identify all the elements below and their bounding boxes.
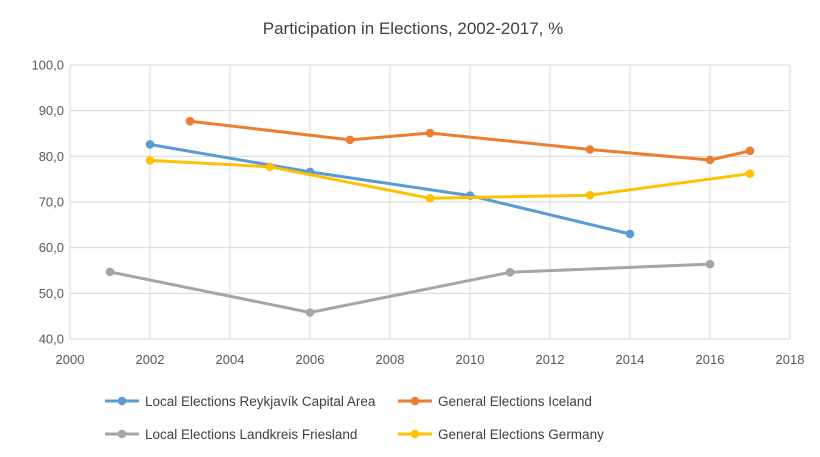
series-group	[105, 116, 755, 317]
data-point	[425, 128, 435, 138]
series-2	[185, 116, 755, 165]
series-line	[108, 262, 712, 314]
legend-item: Local Elections Landkreis Friesland	[105, 427, 357, 442]
legend-item: General Elections Iceland	[398, 394, 592, 409]
x-tick-label: 2004	[216, 352, 245, 367]
y-tick-label: 40,0	[39, 332, 64, 347]
x-tick-label: 2014	[616, 352, 645, 367]
data-point	[585, 145, 595, 154]
y-tick-label: 80,0	[39, 149, 64, 164]
series-3	[105, 259, 715, 317]
data-point	[185, 116, 195, 126]
legend-label: Local Elections Reykjavík Capital Area	[145, 394, 376, 409]
data-point	[145, 140, 155, 149]
y-tick-label: 100,0	[31, 58, 64, 73]
legend-swatch-marker	[117, 396, 127, 406]
grid	[69, 64, 791, 340]
axes: 40,0 50,0 60,0 70,0 80,0 90,0 100,0 2000 2002 200…	[31, 58, 804, 368]
data-point	[505, 268, 515, 277]
legend-item: General Elections Germany	[398, 427, 604, 442]
data-point	[705, 155, 715, 165]
legend-swatch-marker	[117, 429, 127, 439]
x-tick-label: 2002	[136, 352, 165, 367]
y-tick-label: 90,0	[39, 103, 64, 118]
y-tick-label: 50,0	[39, 286, 64, 301]
data-point	[265, 162, 275, 172]
x-tick-label: 2010	[456, 352, 485, 367]
x-tick-label: 2008	[376, 352, 405, 367]
data-point	[145, 156, 155, 165]
data-point	[625, 229, 635, 239]
series-line	[188, 119, 752, 162]
series-line	[148, 143, 632, 236]
x-tick-label: 2016	[696, 352, 725, 367]
legend-swatch-marker	[410, 429, 420, 439]
legend-item: Local Elections Reykjavík Capital Area	[105, 394, 376, 409]
data-point	[745, 169, 755, 178]
data-point	[585, 190, 595, 200]
data-point	[305, 308, 315, 317]
data-point	[345, 135, 355, 145]
legend-label: Local Elections Landkreis Friesland	[145, 427, 357, 442]
x-tick-label: 2006	[296, 352, 325, 367]
data-point	[705, 259, 715, 269]
legend: Local Elections Reykjavík Capital Area Ge…	[105, 394, 604, 442]
series-4	[145, 156, 755, 203]
data-point	[425, 194, 435, 203]
legend-label: General Elections Iceland	[438, 394, 592, 409]
legend-label: General Elections Germany	[438, 427, 604, 442]
legend-swatch-marker	[410, 396, 420, 406]
chart-title: Participation in Elections, 2002-2017, %	[263, 19, 564, 38]
y-tick-label: 60,0	[39, 240, 64, 255]
y-tick-label: 70,0	[39, 195, 64, 210]
x-tick-label: 2018	[776, 352, 805, 367]
x-tick-label: 2000	[56, 352, 85, 367]
x-tick-label: 2012	[536, 352, 565, 367]
data-point	[105, 267, 115, 277]
data-point	[745, 146, 755, 156]
